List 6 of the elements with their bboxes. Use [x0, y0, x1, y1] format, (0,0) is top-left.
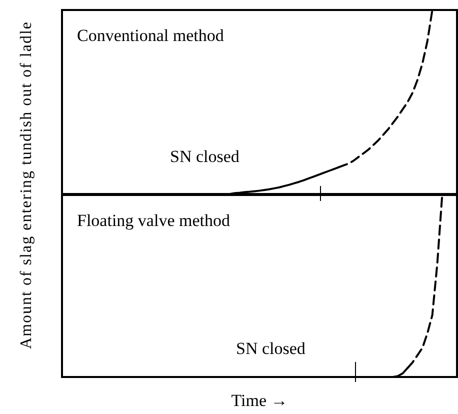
annotation: SN closed	[236, 339, 306, 358]
annotation: SN closed	[170, 147, 240, 166]
x-axis-title: Time →	[231, 391, 288, 410]
text: Conventional method	[77, 26, 224, 45]
text: Floating valve method	[77, 211, 230, 230]
y-axis-title: Amount of slag entering tundish out of ladle	[17, 21, 36, 351]
